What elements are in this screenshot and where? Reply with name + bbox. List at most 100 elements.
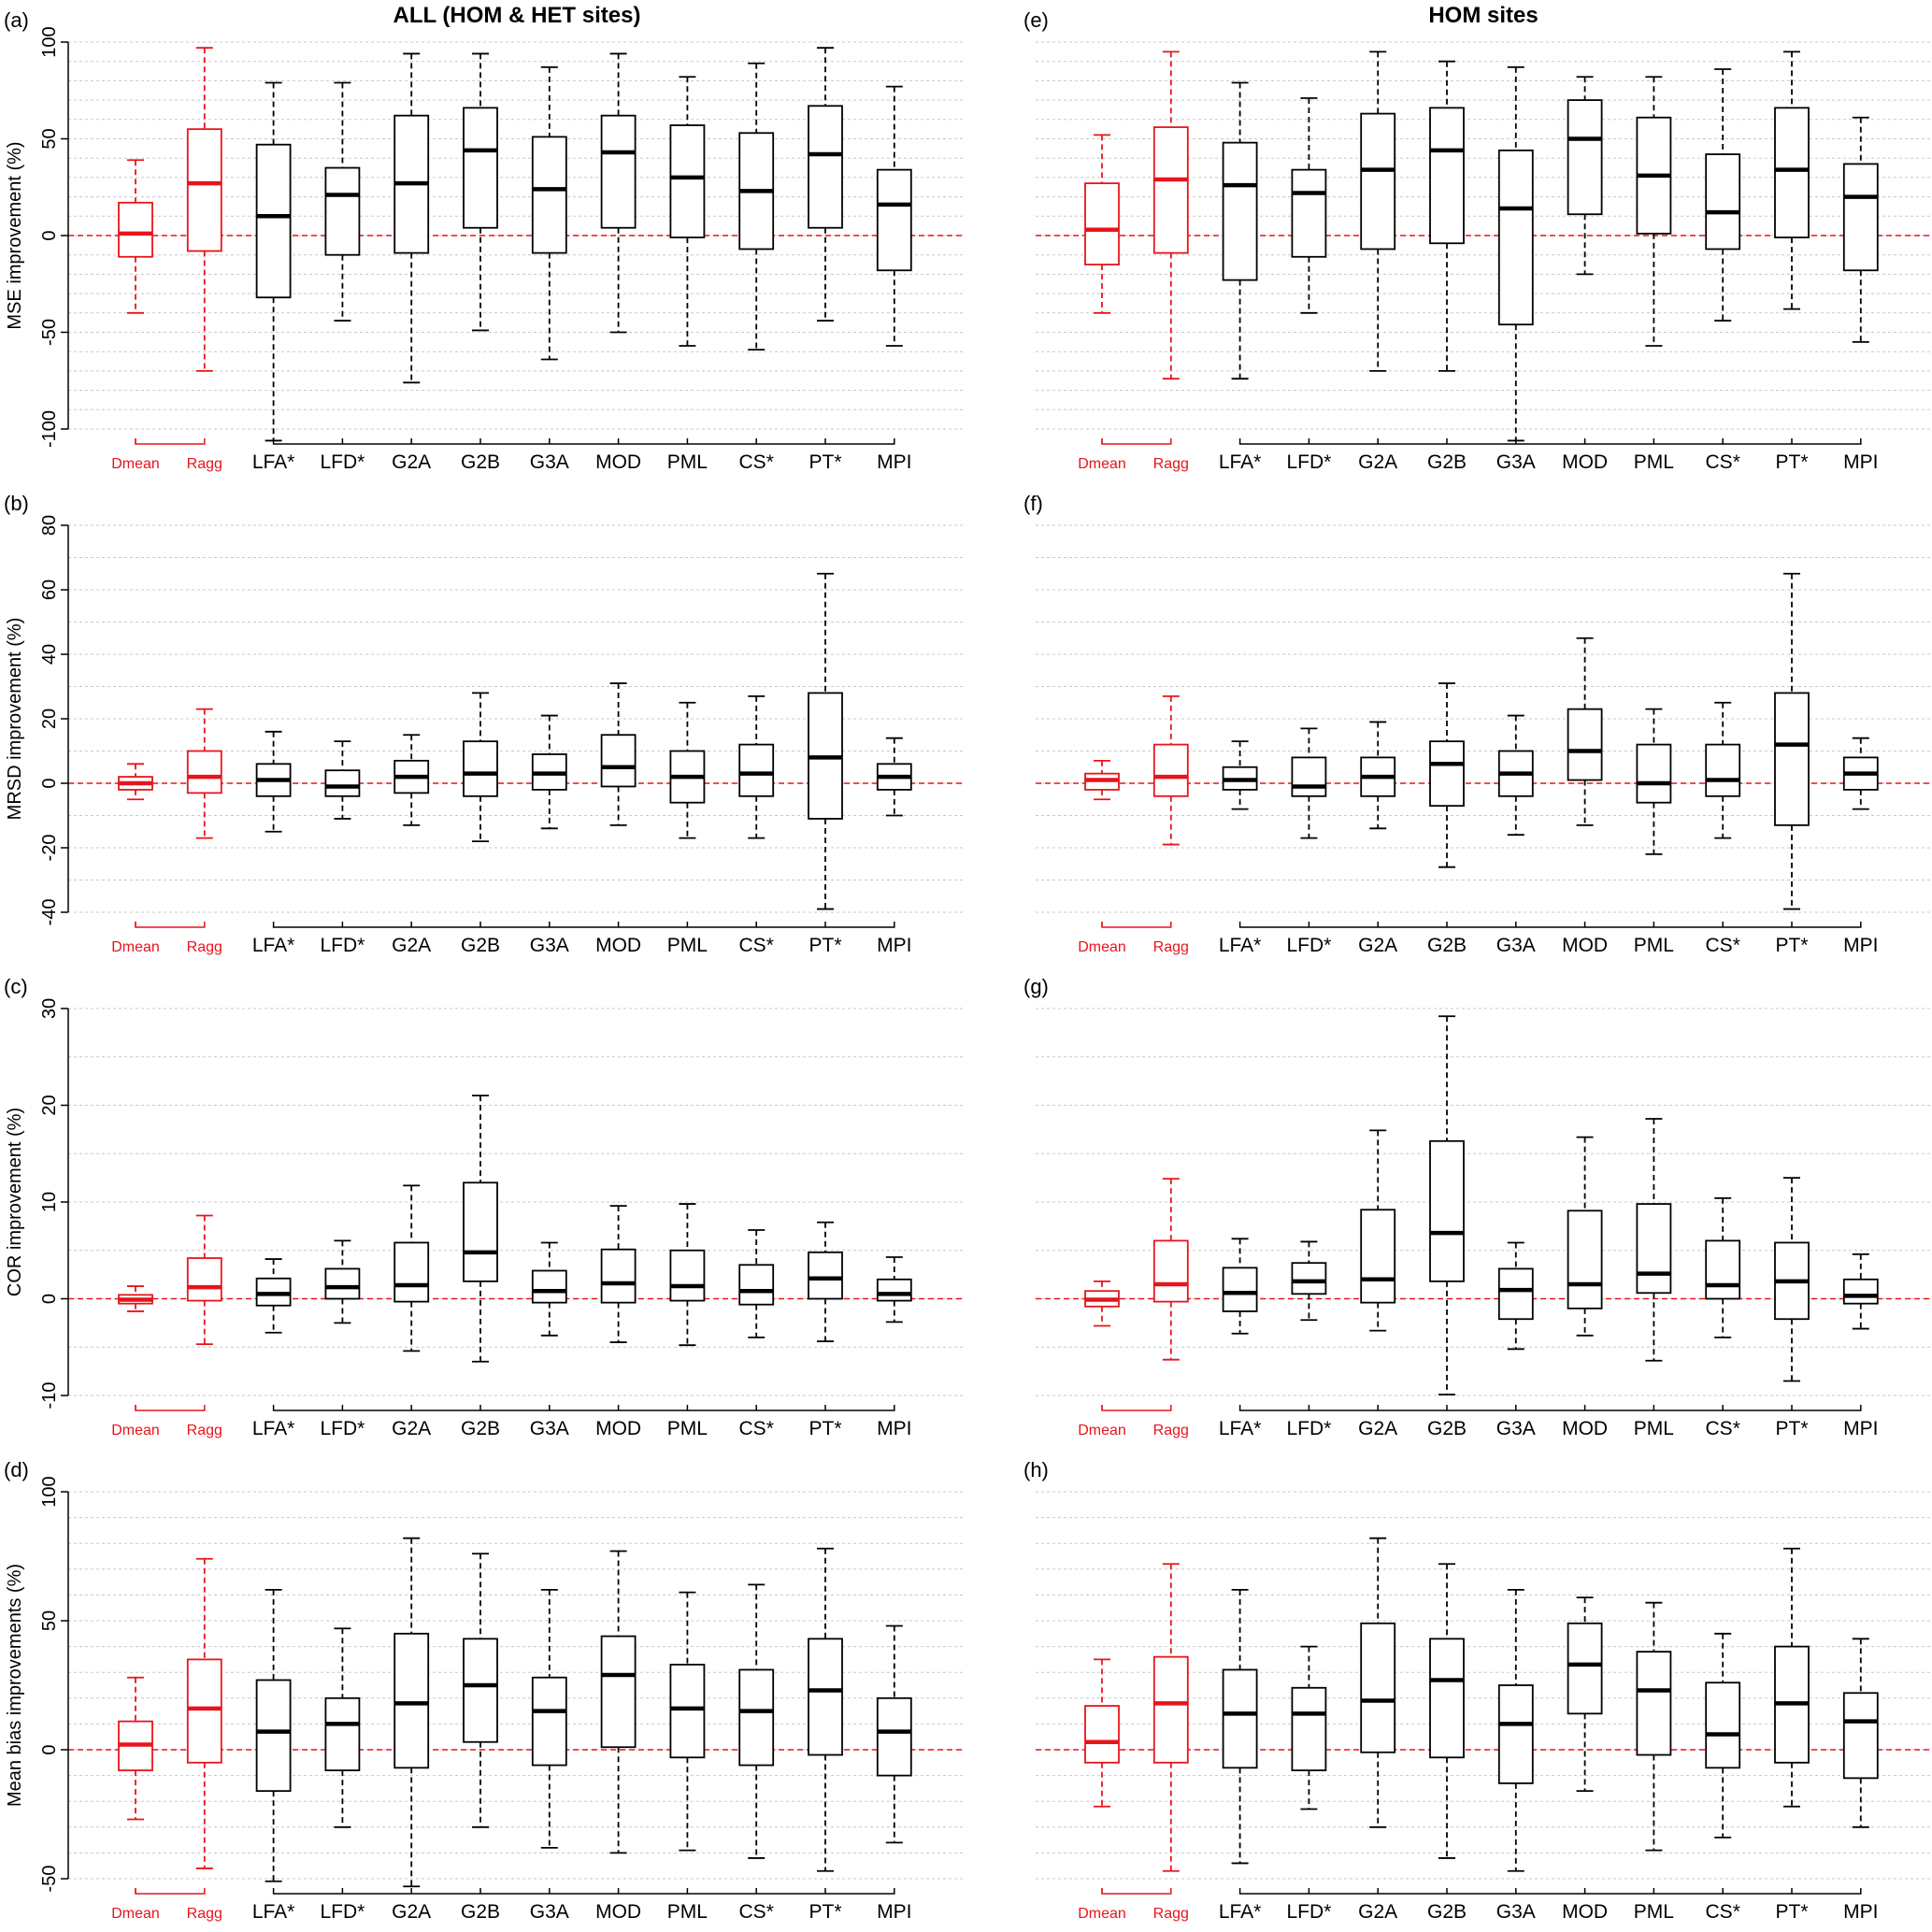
x-tick-label: G2B (461, 451, 500, 473)
box-dmean (1084, 1658, 1120, 1808)
iqr-box (738, 1668, 775, 1767)
panel-label: (c) (4, 975, 28, 998)
x-tick-label: G2A (1358, 1901, 1397, 1923)
box-pml (669, 76, 706, 347)
box-mpi (1842, 737, 1879, 810)
panel-b: (b) -40 -20 0 20 40 60 80 MRSD improvement (%) Dm… (4, 492, 965, 956)
method-axis (1238, 1405, 1862, 1411)
box-ragg (186, 1557, 222, 1869)
box-cs-star (738, 1229, 775, 1338)
panel-label: (g) (1023, 975, 1049, 998)
panel-c: (c) -10 0 10 20 30 COR improvement (%) Dmean Rag… (4, 975, 965, 1439)
x-tick-label: Ragg (187, 1423, 222, 1438)
panel-label: (h) (1023, 1458, 1049, 1481)
x-tick-label: G2B (1427, 451, 1467, 473)
x-tick-label: MPI (877, 935, 911, 956)
y-tick-label: 50 (39, 1610, 60, 1631)
box-g2b (463, 1095, 498, 1363)
box-lfa-star (1222, 740, 1258, 810)
x-tick-label: PT* (1775, 1418, 1808, 1439)
box-g2b (463, 1553, 498, 1828)
box-cs-star (738, 1583, 775, 1859)
iqr-box (1222, 1267, 1258, 1312)
x-tick-label: MPI (877, 1418, 911, 1439)
x-tick-label: LFD* (320, 935, 365, 956)
iqr-box (186, 1257, 222, 1302)
x-tick-label: PML (1634, 1418, 1674, 1439)
panel-label: (d) (4, 1458, 29, 1481)
x-tick-label: Dmean (111, 1423, 160, 1438)
x-tick-label: LFD* (320, 1418, 365, 1439)
y-tick-label: 0 (39, 230, 60, 240)
box-mod (1567, 76, 1603, 276)
x-tick-label: LFA* (252, 1901, 295, 1923)
box-dmean (118, 159, 153, 314)
iqr-box (808, 1251, 843, 1300)
y-tick-label: 80 (39, 515, 60, 536)
box-mpi (876, 1624, 912, 1844)
panel-g: (g) Dmean Ragg LFA* LFD* G2A G2B G3A MOD PML CS* PT… (1023, 975, 1932, 1439)
x-tick-label: G2A (392, 1901, 431, 1923)
box-g2a (394, 1184, 430, 1352)
iqr-box (255, 143, 292, 299)
box-lfd-star (324, 1239, 361, 1324)
box-lfa-star (1222, 1588, 1258, 1865)
x-tick-label: Dmean (1078, 1906, 1126, 1922)
iqr-box (1429, 1139, 1465, 1282)
method-axis (1238, 922, 1862, 928)
x-tick-label: MPI (1843, 451, 1878, 473)
box-mpi (1842, 1252, 1879, 1330)
box-lfa-star (255, 730, 292, 833)
panel-e: (e) Dmean Ragg LFA* LFD* G2A G2B G3A MOD PML CS* PT… (1023, 8, 1932, 473)
box-pt-star (1774, 1547, 1810, 1808)
x-tick-label: Dmean (111, 939, 160, 955)
x-tick-label: MPI (1843, 1418, 1878, 1439)
x-tick-label: PML (667, 1418, 708, 1439)
y-tick-label: 30 (39, 998, 60, 1019)
x-tick-label: PT* (1775, 451, 1808, 473)
box-g2a (1360, 1537, 1396, 1828)
x-tick-label: Ragg (187, 456, 222, 472)
box-g3a (531, 714, 567, 830)
iqr-box (324, 1267, 361, 1300)
iqr-box (1291, 168, 1327, 258)
box-ragg (186, 47, 222, 372)
x-tick-label: LFA* (1219, 935, 1262, 956)
box-pt-star (1774, 1177, 1810, 1382)
iqr-box (1222, 1668, 1258, 1769)
x-tick-label: LFD* (1286, 935, 1331, 956)
box-lfa-star (255, 1588, 292, 1882)
box-g2a (394, 1537, 430, 1888)
box-lfd-star (1291, 97, 1327, 314)
x-tick-label: LFA* (1219, 1901, 1262, 1923)
x-tick-label: LFA* (1219, 1418, 1262, 1439)
ref-axis (135, 922, 206, 928)
box-g3a (531, 1588, 567, 1849)
box-pml (1636, 708, 1672, 855)
box-lfa-star (1222, 81, 1258, 380)
iqr-box (669, 124, 706, 238)
box-g3a (1497, 714, 1534, 837)
method-axis (1238, 1888, 1862, 1895)
x-tick-label: G2A (392, 1418, 431, 1439)
x-tick-label: CS* (739, 1901, 774, 1923)
box-mpi (876, 737, 912, 817)
box-lfd-star (1291, 727, 1327, 839)
iqr-box (1636, 743, 1672, 804)
y-tick-label: -40 (39, 899, 60, 926)
box-lfd-star (324, 81, 361, 322)
iqr-box (1152, 1239, 1189, 1303)
iqr-box (1842, 1692, 1879, 1780)
x-tick-label: Ragg (1153, 1906, 1189, 1922)
box-g2a (394, 734, 430, 826)
x-tick-label: LFA* (252, 1418, 295, 1439)
box-ragg (1152, 50, 1189, 380)
box-cs-star (1705, 1196, 1741, 1338)
x-tick-label: PML (667, 1901, 708, 1923)
iqr-box (324, 769, 361, 797)
panel-f: (f) Dmean Ragg LFA* LFD* G2A G2B G3A MOD PML CS* PT… (1023, 492, 1932, 956)
method-axis (272, 438, 895, 445)
iqr-box (669, 1664, 706, 1759)
iqr-box (1636, 1651, 1672, 1756)
